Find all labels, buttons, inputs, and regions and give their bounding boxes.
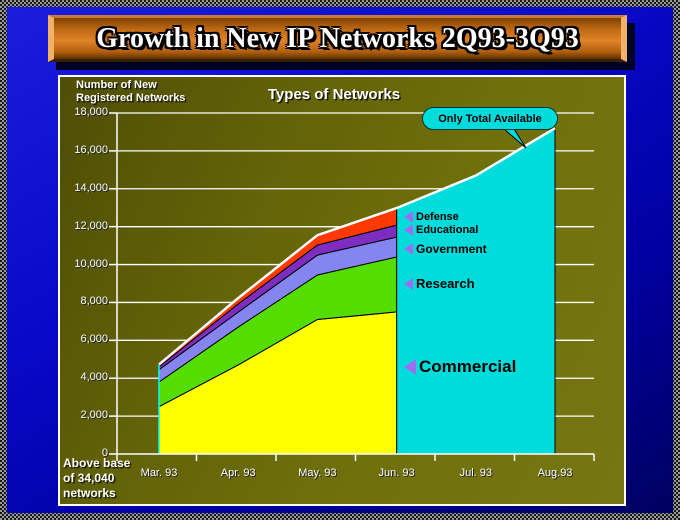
arrow-left-icon xyxy=(404,359,416,375)
x-tick-label: Jun. 93 xyxy=(378,467,415,479)
arrow-left-icon xyxy=(404,211,413,223)
y-tick-label: 10,000 xyxy=(74,257,108,270)
legend-item-commercial: Commercial xyxy=(404,357,516,377)
baseline-note-line1: Above base xyxy=(63,456,131,470)
baseline-note: Above base of 34,040 networks xyxy=(63,456,130,501)
legend-item-research: Research xyxy=(404,276,475,291)
chart-panel: Number of New Registered Networks Types … xyxy=(58,75,626,506)
y-tick-label: 16,000 xyxy=(74,143,108,156)
x-tick-label: Mar. 93 xyxy=(140,467,178,479)
y-tick-label: 6,000 xyxy=(80,333,108,346)
y-axis-title-line1: Number of New xyxy=(76,79,157,91)
legend-label-defense: Defense xyxy=(416,211,459,223)
arrow-left-icon xyxy=(404,243,413,255)
legend-item-educational: Educational xyxy=(404,224,478,236)
slide-background: Growth in New IP Networks 2Q93-3Q93 Numb… xyxy=(7,7,673,513)
legend-label-commercial: Commercial xyxy=(419,357,517,376)
arrow-left-icon xyxy=(404,224,413,236)
y-tick-label: 14,000 xyxy=(74,181,108,194)
legend-item-government: Government xyxy=(404,242,487,256)
legend-label-educational: Educational xyxy=(416,224,479,236)
y-tick-label: 0 xyxy=(101,447,108,459)
y-axis-title: Number of New Registered Networks xyxy=(76,79,185,105)
y-tick-label: 18,000 xyxy=(74,106,108,118)
title-banner: Growth in New IP Networks 2Q93-3Q93 xyxy=(48,15,627,62)
x-tick-label: Aug.93 xyxy=(537,467,573,479)
y-tick-label: 12,000 xyxy=(74,219,108,232)
baseline-note-line3: networks xyxy=(63,486,116,500)
arrow-left-icon xyxy=(404,277,413,290)
legend-label-government: Government xyxy=(416,242,487,256)
slide-title: Growth in New IP Networks 2Q93-3Q93 xyxy=(96,22,579,54)
callout-text: Only Total Available xyxy=(438,112,542,125)
chart-svg xyxy=(109,112,595,461)
x-tick-label: Jul. 93 xyxy=(459,467,492,479)
chart-title: Types of Networks xyxy=(267,86,401,103)
x-tick-label: May. 93 xyxy=(298,467,337,479)
y-tick-label: 2,000 xyxy=(80,409,108,422)
baseline-note-line2: of 34,040 xyxy=(63,471,115,485)
x-tick-label: Apr. 93 xyxy=(220,467,256,479)
legend-label-research: Research xyxy=(416,276,475,291)
callout-bubble: Only Total Available xyxy=(422,107,558,130)
y-tick-label: 8,000 xyxy=(80,295,108,308)
y-axis-title-line2: Registered Networks xyxy=(76,92,186,104)
legend-item-defense: Defense xyxy=(404,211,459,223)
y-tick-label: 4,000 xyxy=(80,371,108,384)
